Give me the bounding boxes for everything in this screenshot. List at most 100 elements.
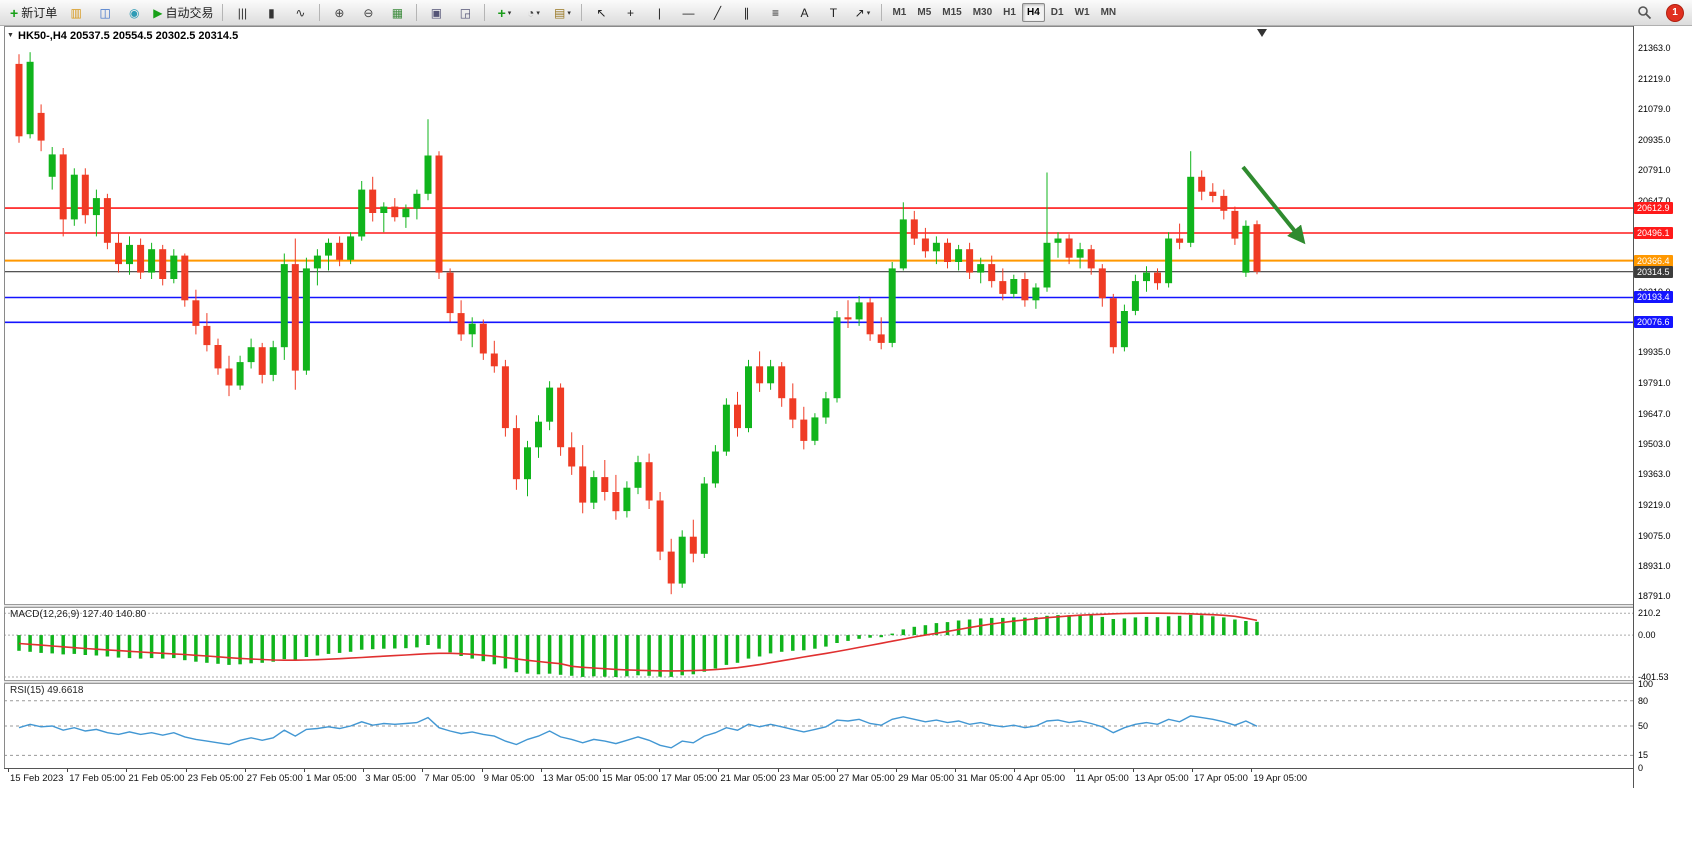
rsi-indicator-label: RSI(15) 49.6618 <box>10 685 84 696</box>
macd-panel-splitter[interactable] <box>4 604 1692 608</box>
candle-body <box>48 154 56 177</box>
fibonacci-button[interactable]: ≡ <box>761 2 789 24</box>
candle-body <box>501 366 509 429</box>
time-axis-label: 23 Mar 05:00 <box>779 773 836 784</box>
candle-body <box>1242 225 1250 273</box>
candle-body <box>247 347 255 363</box>
vertical-line-button[interactable]: | <box>645 2 673 24</box>
time-axis-tick <box>67 769 69 772</box>
price-axis-label: 20647.0 <box>1638 195 1671 206</box>
candle-body <box>977 264 985 273</box>
resistance-line-2-price-badge: 20496.1 <box>1634 226 1673 239</box>
line-chart-button[interactable]: ∿ <box>286 2 314 24</box>
arrange-windows-button[interactable]: ◲ <box>451 2 479 24</box>
notification-badge[interactable]: 1 <box>1666 3 1684 22</box>
macd-signal-line <box>18 612 1258 672</box>
dropdown-caret-icon: ▾ <box>866 9 871 17</box>
templates-button[interactable]: ▤ ▾ <box>548 2 576 24</box>
candle-body <box>302 268 310 371</box>
chart-window-button[interactable]: ▥ <box>62 2 90 24</box>
time-axis-tick <box>1132 769 1134 772</box>
candle-body <box>214 345 222 369</box>
timeframe-m15-button[interactable]: M15 <box>942 7 962 18</box>
trendline-button[interactable]: ╱ <box>703 2 731 24</box>
time-axis-tick <box>304 769 305 772</box>
label-button[interactable]: T <box>819 2 847 24</box>
toolbar-separator <box>319 4 321 21</box>
vertical-line-icon: | <box>657 5 662 20</box>
time-axis-label: 17 Mar 05:00 <box>661 773 718 784</box>
crosshair-button[interactable]: + <box>616 2 644 24</box>
candle-body <box>921 238 929 252</box>
channel-button[interactable]: ∥ <box>732 2 760 24</box>
candle-body <box>568 447 576 467</box>
time-axis[interactable]: 15 Feb 2023 17 Feb 05:00 21 Feb 05:00 23 Fe… <box>4 768 1633 789</box>
candle-body <box>789 398 797 420</box>
timeframe-m30-button[interactable]: M30 <box>972 7 993 18</box>
time-axis-tick <box>540 769 542 772</box>
autotrading-button[interactable]: ▶ 自动交易 <box>149 2 217 24</box>
profiles-button[interactable]: ◫ <box>91 2 119 24</box>
cascade-windows-icon: ▣ <box>430 5 443 20</box>
rsi-panel[interactable] <box>4 684 1633 768</box>
rsi-panel-splitter[interactable] <box>4 680 1692 684</box>
bar-chart-button[interactable]: ||| <box>228 2 256 24</box>
indicators-button[interactable]: + ▾ <box>490 2 518 24</box>
community-button[interactable]: ◉ <box>120 2 148 24</box>
bar-chart-icon: ||| <box>237 5 248 20</box>
timeframe-m1-button[interactable]: M1 <box>892 7 907 18</box>
label-icon: T <box>829 5 838 20</box>
tile-windows-button[interactable]: ▦ <box>383 2 411 24</box>
candle-body <box>1231 210 1239 239</box>
timeframe-h1-button[interactable]: H1 <box>1003 7 1016 18</box>
horizontal-line-button[interactable]: — <box>674 2 702 24</box>
macd-panel[interactable] <box>4 608 1633 680</box>
timeframe-mn-button[interactable]: MN <box>1100 7 1117 18</box>
timeframe-h4-button[interactable]: H4 <box>1021 3 1045 22</box>
fibonacci-icon: ≡ <box>771 5 779 20</box>
search-button[interactable] <box>1630 2 1658 24</box>
dropdown-caret-icon: ▾ <box>567 9 571 17</box>
candle-body <box>1087 249 1095 269</box>
cascade-windows-button[interactable]: ▣ <box>422 2 450 24</box>
price-axis-label: 21363.0 <box>1638 43 1671 54</box>
timeframe-w1-button[interactable]: W1 <box>1074 7 1090 18</box>
chart-symbol-title: HK50-,H4 20537.5 20554.5 20302.5 20314.5 <box>18 30 238 42</box>
candle-body <box>1253 224 1261 272</box>
timeframe-m5-button[interactable]: M5 <box>917 7 932 18</box>
candle-body <box>612 492 620 512</box>
time-axis-tick <box>1192 769 1193 772</box>
candle-body <box>645 462 653 501</box>
candle-body <box>115 242 122 265</box>
new-order-button[interactable]: + 新订单 <box>6 2 61 24</box>
collapse-chart-icon[interactable]: ▼ <box>7 32 14 39</box>
timeframe-d1-button[interactable]: D1 <box>1050 7 1064 18</box>
candle-body <box>1198 176 1206 192</box>
candle-body <box>590 477 598 503</box>
periods-button[interactable]: ◔ ▾ <box>519 2 547 24</box>
candle-body <box>667 551 675 584</box>
price-scale[interactable]: 21363.0 21219.0 21079.0 20935.0 20791.0 20647… <box>1633 26 1692 788</box>
price-axis-label: 19647.0 <box>1638 408 1671 419</box>
time-axis-tick <box>1014 769 1016 772</box>
zoom-in-button[interactable]: ⊕ <box>325 2 353 24</box>
candle-body <box>1065 238 1073 258</box>
rsi-axis-label: 0 <box>1638 763 1644 773</box>
cursor-button[interactable]: ↖ <box>587 2 615 24</box>
macd-axis-label: 210.2 <box>1638 608 1661 619</box>
support-line-1-price-badge: 20193.4 <box>1634 291 1673 304</box>
arrows-button[interactable]: ↗ ▾ <box>848 2 876 24</box>
candle-body <box>391 206 399 218</box>
trend-arrow-annotation[interactable] <box>1241 165 1306 245</box>
text-button[interactable]: A <box>790 2 818 24</box>
time-axis-tick <box>422 769 424 772</box>
candle-body <box>910 219 918 239</box>
candlestick-chart-button[interactable]: ▮ <box>257 2 285 24</box>
main-chart[interactable] <box>4 26 1633 604</box>
time-axis-label: 23 Feb 05:00 <box>187 773 244 784</box>
candle-body <box>258 347 266 375</box>
candle-body <box>601 477 609 492</box>
price-axis-label: 19075.0 <box>1638 530 1671 541</box>
candle-body <box>26 61 34 135</box>
zoom-out-button[interactable]: ⊖ <box>354 2 382 24</box>
